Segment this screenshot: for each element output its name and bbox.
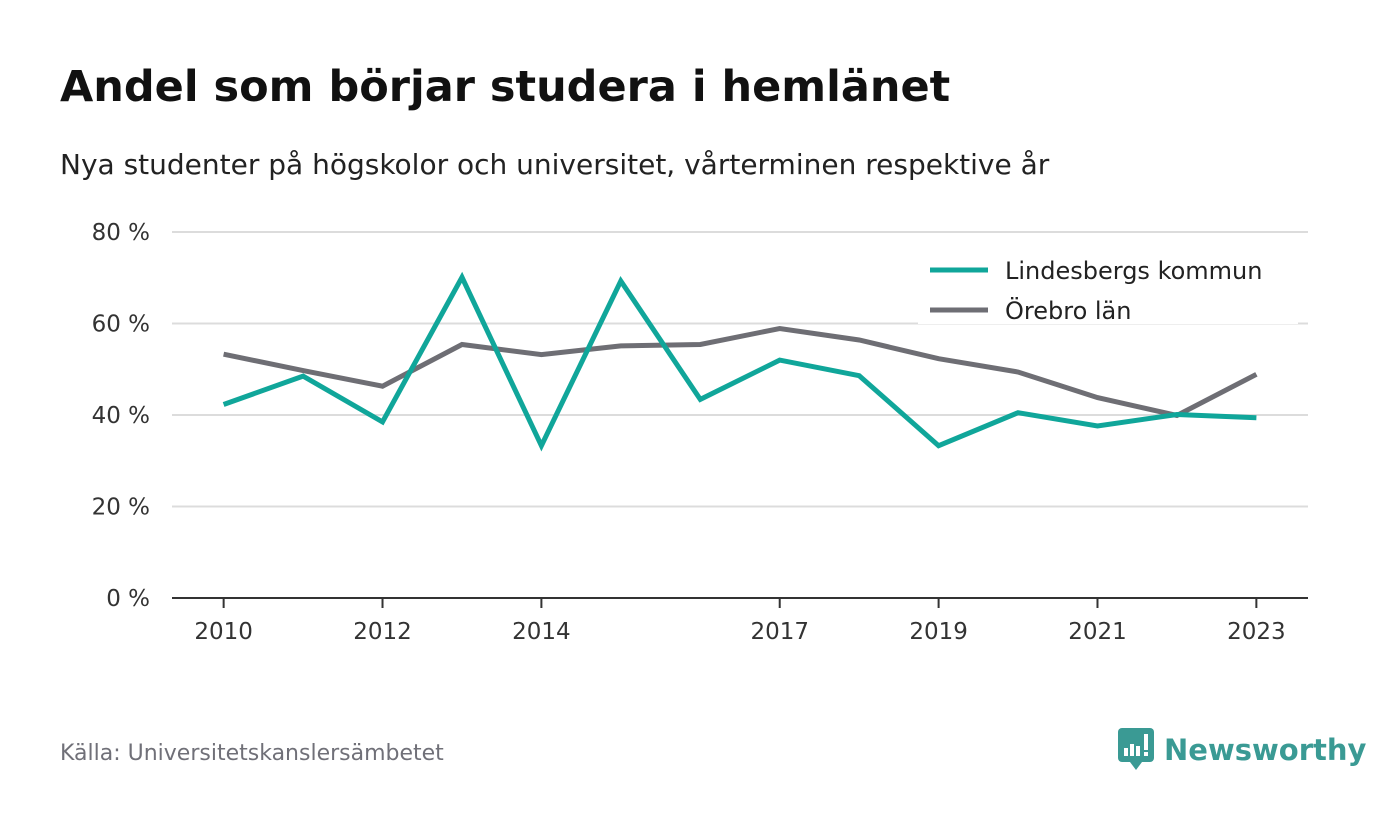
x-tick-label: 2021 [1068,619,1127,645]
source-note: Källa: Universitetskanslersämbetet [60,741,444,766]
newsworthy-logo-icon [1118,728,1154,770]
y-tick-label: 40 % [92,403,150,429]
axes: 0 % 20 % 40 % 60 % 80 % 2010 2012 2014 2017 2019 2… [92,220,1308,645]
x-tick-label: 2012 [353,619,412,645]
legend-label: Lindesbergs kommun [1005,257,1262,285]
legend-label: Örebro län [1005,296,1131,325]
x-tick-label: 2023 [1227,619,1286,645]
y-tick-label: 60 % [92,312,150,338]
x-tick-label: 2010 [194,619,253,645]
series-line-1 [223,325,1258,419]
chart-subtitle: Nya studenter på högskolor och universit… [60,148,1050,181]
brand-name: Newsworthy [1164,733,1367,767]
series-line-0 [222,271,1257,452]
legend: Lindesbergs kommun Örebro län [918,246,1298,325]
line-chart: 0 % 20 % 40 % 60 % 80 % 2010 2012 2014 2017 2019 2… [92,220,1308,645]
y-tick-label: 0 % [106,586,150,612]
y-tick-label: 80 % [92,220,150,246]
x-tick-label: 2019 [909,619,968,645]
brand-logo: Newsworthy [1118,728,1366,772]
x-tick-label: 2014 [512,619,571,645]
series-lines [222,271,1258,452]
y-tick-label: 20 % [92,495,150,521]
x-tick-label: 2017 [750,619,809,645]
chart-title: Andel som börjar studera i hemlänet [60,62,951,112]
